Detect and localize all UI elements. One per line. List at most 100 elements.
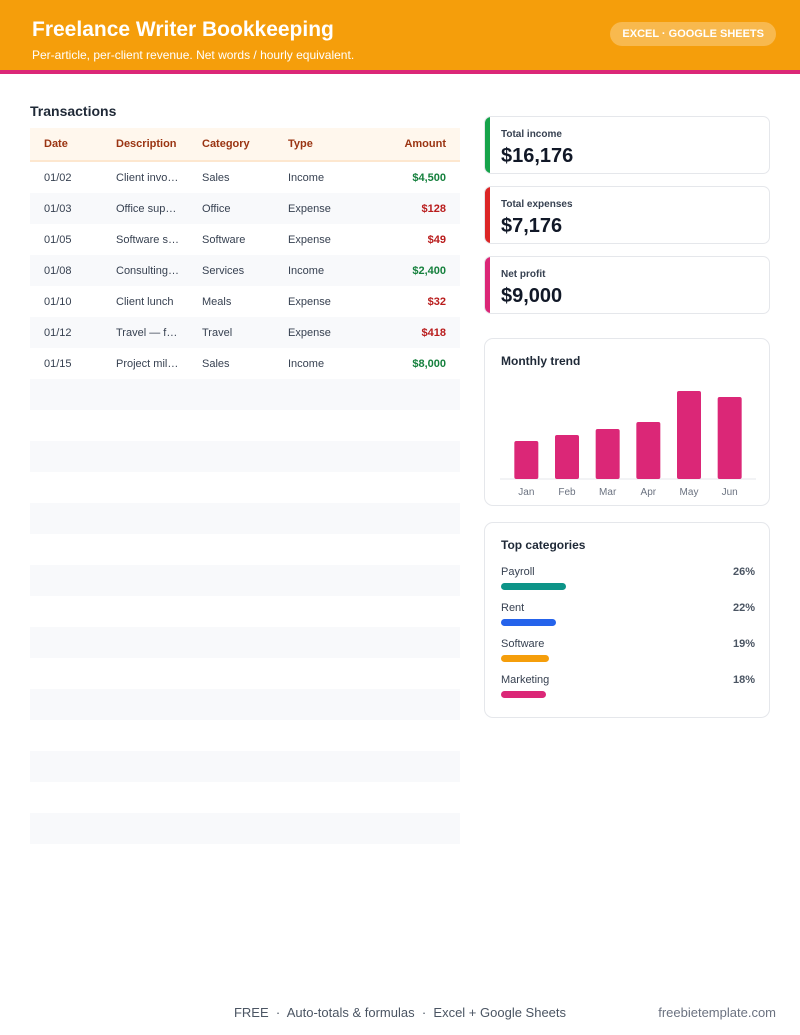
cell-date: 01/15: [44, 357, 72, 370]
table-header: Date Description Category Type Amount: [30, 128, 460, 162]
cell-description: Travel — f…: [116, 326, 178, 339]
cell-category: Software: [202, 233, 246, 246]
cell-type: Income: [288, 357, 325, 370]
empty-row[interactable]: [30, 565, 460, 596]
cell-date: 01/08: [44, 264, 72, 277]
chart-bar-jun: [717, 397, 742, 479]
chart-bar-apr: [636, 422, 661, 479]
column-header-date[interactable]: Date: [44, 138, 68, 150]
top-categories-title: Top categories: [501, 538, 586, 552]
cell-amount: $418: [421, 326, 446, 339]
stat-accent-bar: [485, 117, 490, 173]
table-row[interactable]: 01/02 Client invo… Sales Income $4,500: [30, 162, 460, 193]
footer-feature: Auto-totals & formulas: [286, 1005, 415, 1020]
empty-row[interactable]: [30, 782, 460, 813]
cell-category: Sales: [202, 357, 230, 370]
app-title: Freelance Writer Bookkeeping: [32, 18, 334, 41]
table-row[interactable]: 01/12 Travel — f… Travel Expense $418: [30, 317, 460, 348]
empty-row[interactable]: [30, 534, 460, 565]
empty-row[interactable]: [30, 813, 460, 844]
monthly-trend-chart: Jan Feb Mar Apr May Jun: [500, 391, 756, 498]
cell-category: Travel: [202, 326, 233, 339]
empty-row[interactable]: [30, 441, 460, 472]
empty-row[interactable]: [30, 751, 460, 782]
footer-platforms: Excel + Google Sheets: [433, 1005, 567, 1020]
cell-description: Client invo…: [116, 171, 179, 184]
category-bar: [501, 655, 549, 662]
empty-row[interactable]: [30, 658, 460, 689]
app-subtitle: Per-article, per-client revenue. Net wor…: [32, 48, 355, 62]
cell-category: Office: [202, 202, 231, 215]
platform-badge: EXCEL · GOOGLE SHEETS: [610, 22, 776, 46]
stat-card-net-profit: Net profit $9,000: [484, 256, 770, 314]
column-header-amount[interactable]: Amount: [404, 138, 446, 150]
cell-date: 01/12: [44, 326, 72, 339]
chart-tick-label: Mar: [599, 487, 617, 498]
transactions-table: Date Description Category Type Amount 01…: [30, 128, 460, 844]
header-accent-stripe: [0, 70, 800, 74]
cell-date: 01/05: [44, 233, 72, 246]
cell-category: Sales: [202, 171, 230, 184]
cell-type: Income: [288, 171, 325, 184]
chart-tick-label: Apr: [641, 487, 657, 498]
empty-row[interactable]: [30, 720, 460, 751]
stat-accent-bar: [485, 187, 490, 243]
chart-bar-mar: [595, 429, 620, 479]
cell-amount: $4,500: [412, 171, 446, 184]
footer-tagline: FREE · Auto-totals & formulas · Excel + …: [0, 1005, 800, 1020]
cell-amount: $32: [427, 295, 446, 308]
column-header-category[interactable]: Category: [202, 138, 250, 150]
cell-date: 01/02: [44, 171, 72, 184]
table-row[interactable]: 01/15 Project mil… Sales Income $8,000: [30, 348, 460, 379]
monthly-trend-title: Monthly trend: [501, 354, 581, 368]
empty-row[interactable]: [30, 596, 460, 627]
cell-type: Income: [288, 264, 325, 277]
table-row[interactable]: 01/10 Client lunch Meals Expense $32: [30, 286, 460, 317]
stat-value: $9,000: [501, 285, 563, 307]
empty-row[interactable]: [30, 503, 460, 534]
cell-description: Software s…: [116, 233, 179, 246]
table-row[interactable]: 01/08 Consulting… Services Income $2,400: [30, 255, 460, 286]
category-percent: 18%: [732, 674, 755, 686]
column-header-description[interactable]: Description: [116, 138, 177, 150]
cell-amount: $2,400: [412, 264, 446, 277]
stat-value: $16,176: [501, 145, 574, 167]
cell-category: Services: [202, 264, 245, 277]
top-categories-panel: Top categories Payroll 26% Rent 22% Soft…: [484, 522, 770, 718]
cell-description: Consulting…: [116, 264, 179, 277]
cell-amount: $128: [421, 202, 446, 215]
table-row[interactable]: 01/05 Software s… Software Expense $49: [30, 224, 460, 255]
column-header-type[interactable]: Type: [288, 138, 313, 150]
empty-row[interactable]: [30, 472, 460, 503]
empty-row[interactable]: [30, 410, 460, 441]
chart-tick-label: Jan: [518, 487, 534, 498]
empty-row[interactable]: [30, 627, 460, 658]
category-percent: 19%: [732, 638, 755, 650]
cell-description: Project mil…: [116, 357, 179, 370]
category-name: Rent: [501, 602, 525, 614]
chart-tick-label: May: [680, 487, 699, 498]
stat-value: $7,176: [501, 215, 563, 237]
stat-card-total-expenses: Total expenses $7,176: [484, 186, 770, 244]
cell-description: Client lunch: [116, 295, 174, 308]
chart-bar-may: [677, 391, 701, 479]
cell-description: Office sup…: [116, 202, 177, 215]
stat-accent-bar: [485, 257, 490, 313]
app-header: Freelance Writer Bookkeeping Per-article…: [0, 0, 800, 70]
cell-type: Expense: [288, 202, 331, 215]
cell-type: Expense: [288, 233, 331, 246]
category-percent: 22%: [732, 602, 755, 614]
category-bar: [501, 583, 566, 590]
footer-free: FREE: [233, 1005, 269, 1020]
footer-brand-link[interactable]: freebietemplate.com: [658, 1005, 776, 1020]
category-name: Marketing: [501, 674, 550, 686]
stat-label: Total income: [501, 129, 562, 140]
empty-row[interactable]: [30, 689, 460, 720]
category-name: Payroll: [501, 566, 535, 578]
cell-amount: $49: [427, 233, 446, 246]
table-row[interactable]: 01/03 Office sup… Office Expense $128: [30, 193, 460, 224]
chart-bar-jan: [514, 441, 539, 479]
empty-row[interactable]: [30, 379, 460, 410]
cell-type: Expense: [288, 326, 331, 339]
footer-separator: ·: [272, 1005, 287, 1020]
